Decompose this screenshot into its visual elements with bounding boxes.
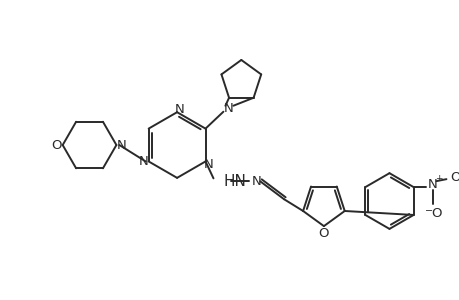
Text: N: N — [175, 103, 185, 116]
Text: N: N — [223, 102, 233, 115]
Text: +: + — [434, 174, 441, 183]
Text: O: O — [430, 208, 441, 220]
Text: O: O — [51, 139, 62, 152]
Text: O: O — [449, 171, 459, 184]
Text: N: N — [203, 158, 213, 171]
Text: O: O — [318, 226, 329, 240]
Text: N: N — [427, 178, 437, 190]
Text: N: N — [139, 155, 148, 168]
Text: −: − — [425, 206, 433, 216]
Text: N: N — [251, 175, 261, 188]
Text: HN: HN — [223, 174, 246, 189]
Text: N: N — [116, 139, 126, 152]
